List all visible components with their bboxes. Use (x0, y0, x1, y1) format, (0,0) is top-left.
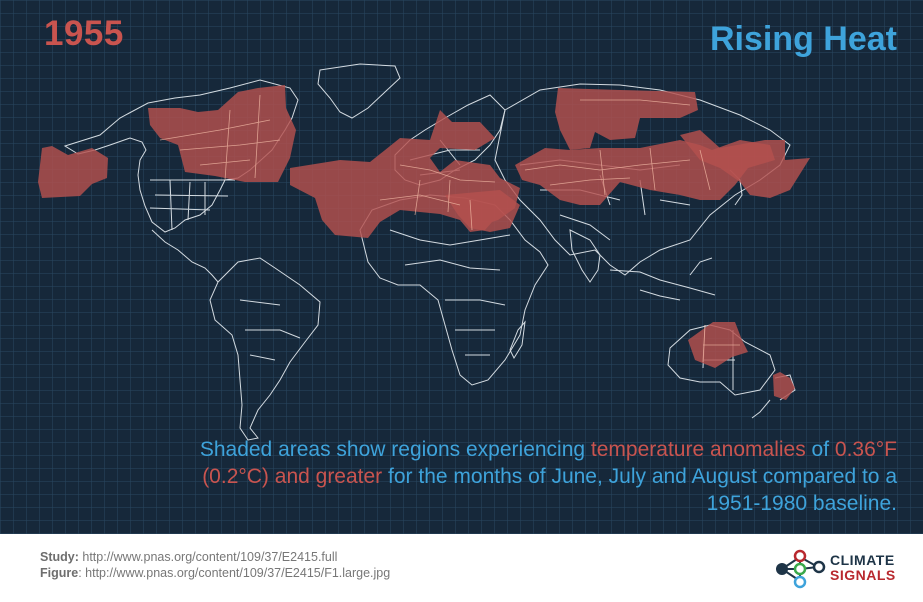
caption-text-2: of (805, 438, 835, 461)
region-east-asia (680, 130, 810, 198)
climate-signals-logo[interactable]: CLIMATE SIGNALS (770, 545, 910, 593)
study-link[interactable]: http://www.pnas.org/content/109/37/E2415… (82, 550, 338, 564)
figure-link[interactable]: : http://www.pnas.org/content/109/37/E24… (78, 566, 391, 580)
map-caption: Shaded areas show regions experiencing t… (197, 436, 897, 517)
region-new-zealand (773, 372, 795, 400)
world-map (38, 63, 810, 441)
caption-highlight-2: 0.36°F (0.2°C) and greater (202, 438, 897, 488)
source-footer: Study: http://www.pnas.org/content/109/3… (40, 549, 390, 581)
region-siberia (555, 88, 698, 150)
shaded-borders (159, 94, 740, 363)
page-title: Rising Heat (709, 20, 897, 58)
map-panel: 1955 Rising Heat Shaded areas show regio… (0, 0, 923, 534)
region-north-america (148, 85, 296, 182)
study-citation: Study: http://www.pnas.org/content/109/3… (40, 549, 390, 565)
region-north-pacific (38, 146, 108, 198)
logo-text: CLIMATE SIGNALS (830, 553, 896, 583)
figure-label: Figure (40, 566, 79, 580)
logo-line-2: SIGNALS (830, 567, 896, 583)
caption-text-1: Shaded areas show regions experiencing (199, 438, 591, 461)
anomaly-regions (38, 85, 810, 400)
figure-citation: Figure: http://www.pnas.org/content/109/… (40, 565, 390, 581)
logo-line-1: CLIMATE (830, 552, 895, 568)
study-label: Study: (40, 550, 79, 564)
network-nodes-icon (776, 549, 826, 589)
caption-highlight-1: temperature anomalies (590, 438, 806, 461)
region-middle-east (445, 190, 520, 232)
year-label: 1955 (44, 14, 124, 53)
caption-text-3: for the months of June, July and August … (382, 465, 897, 515)
